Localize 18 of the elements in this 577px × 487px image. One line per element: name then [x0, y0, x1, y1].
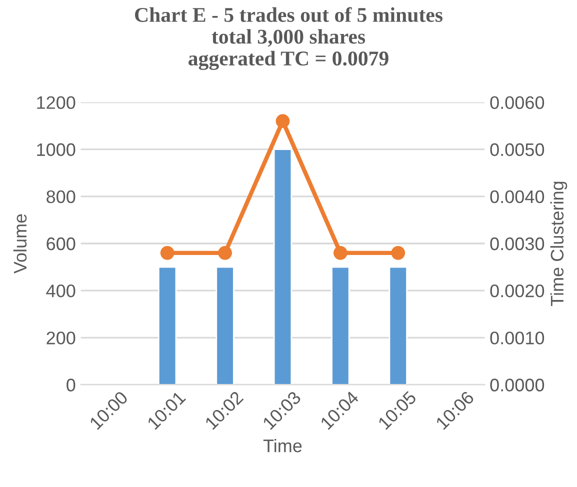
y-tick-label: 1000: [37, 143, 76, 156]
y-tick-label: 1200: [37, 96, 76, 109]
y-tick-label: 600: [46, 237, 76, 250]
y-tick-label: 200: [46, 332, 76, 344]
x-axis-title: Time: [263, 438, 302, 452]
y2-axis-title: Time Clustering: [550, 182, 568, 306]
y2-tick-label: 0.0030: [490, 237, 544, 250]
y2-tick-label: 0.0010: [490, 332, 544, 344]
y-tick-label: 400: [46, 284, 76, 298]
y-tick-label: 0: [66, 378, 76, 392]
y2-tick-label: 0.0060: [490, 96, 544, 109]
y2-tick-label: 0.0040: [490, 190, 544, 204]
y-tick-label: 800: [46, 190, 76, 204]
chart-title: Chart E - 5 trades out of 5 minutes total 3,000 shares aggerated TC = 0.0079: [135, 7, 442, 70]
y-axis-title: Volume: [13, 214, 27, 274]
y2-tick-label: 0.0050: [490, 143, 544, 156]
y2-tick-label: 0.0000: [490, 378, 544, 392]
y2-tick-label: 0.0020: [490, 284, 544, 298]
